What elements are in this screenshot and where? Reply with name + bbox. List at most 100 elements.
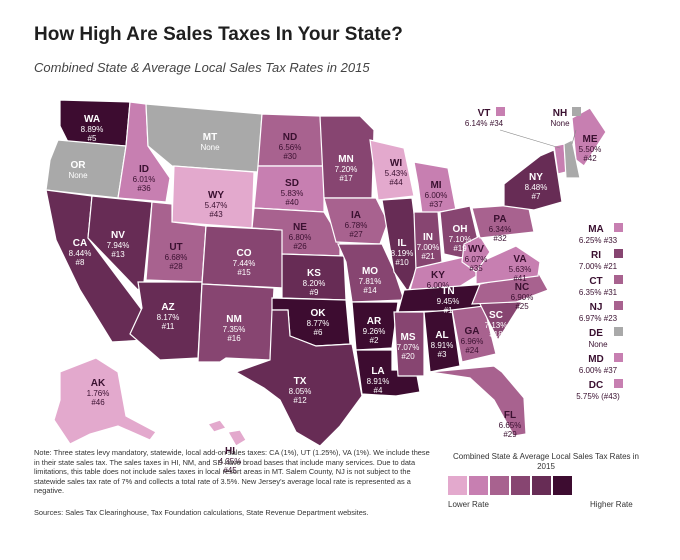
state-rate-pa: 6.34% (489, 225, 512, 234)
state-rate-ut: 6.68% (165, 253, 188, 262)
state-rate-al: 8.91% (431, 341, 454, 350)
state-abbr-me: ME (583, 134, 598, 145)
state-abbr-la: LA (371, 366, 384, 377)
state-abbr-co: CO (237, 248, 252, 259)
map-title: How High Are Sales Taxes In Your State? (34, 24, 403, 45)
callout-abbr-nh: NH (553, 108, 567, 119)
state-rank-ia: #27 (349, 230, 363, 239)
state-rate-az: 8.17% (157, 313, 180, 322)
state-abbr-wa: WA (84, 114, 100, 125)
state-rank-ms: #20 (401, 352, 415, 361)
state-ny (503, 149, 563, 211)
state-abbr-nd: ND (283, 132, 297, 143)
callout-rate-ri: 7.00% #21 (579, 262, 618, 271)
state-rank-mi: #37 (429, 200, 443, 209)
state-rate-nm: 7.35% (223, 325, 246, 334)
state-shapes (45, 99, 607, 447)
state-rank-hi: #45 (223, 466, 237, 475)
state-rank-nc: #25 (515, 302, 529, 311)
state-abbr-ks: KS (307, 268, 321, 279)
callout-abbr-md: MD (588, 354, 604, 365)
callout-leader-vt (499, 129, 561, 149)
state-rank-il: #10 (395, 258, 409, 267)
state-rate-nd: 6.56% (279, 143, 302, 152)
state-abbr-ny: NY (529, 172, 543, 183)
state-fl (429, 365, 527, 437)
state-rank-ga: #24 (465, 346, 479, 355)
state-rate-wy: 5.47% (205, 201, 228, 210)
legend-swatch-3 (490, 476, 509, 495)
state-abbr-ky: KY (431, 270, 445, 281)
state-rate-fl: 6.65% (499, 421, 522, 430)
state-rate-ak: 1.76% (87, 389, 110, 398)
state-ms (393, 311, 425, 377)
callout-swatch-dc (614, 379, 623, 388)
state-rate-or: None (68, 171, 88, 180)
callout-abbr-dc: DC (589, 380, 603, 391)
state-abbr-wy: WY (208, 190, 224, 201)
state-rank-wv: #35 (469, 264, 483, 273)
state-rate-ne: 6.80% (289, 233, 312, 242)
state-abbr-pa: PA (493, 214, 506, 225)
state-rate-wi: 5.43% (385, 169, 408, 178)
legend-high-label: Higher Rate (590, 500, 633, 509)
state-rate-ms: 7.07% (397, 343, 420, 352)
state-abbr-sc: SC (489, 310, 503, 321)
state-ga (451, 305, 497, 363)
callout-abbr-ri: RI (591, 250, 601, 261)
state-abbr-ga: GA (465, 326, 480, 337)
state-abbr-ca: CA (73, 238, 87, 249)
legend-swatch-1 (448, 476, 467, 495)
state-rate-me: 5.50% (579, 145, 602, 154)
callout-abbr-ma: MA (588, 224, 604, 235)
state-rate-ca: 8.44% (69, 249, 92, 258)
state-rate-il: 8.19% (391, 249, 414, 258)
state-rank-al: #3 (438, 350, 447, 359)
state-rank-ky: #37 (431, 290, 445, 299)
state-rank-sc: #18 (489, 330, 503, 339)
state-abbr-fl: FL (504, 410, 516, 421)
state-abbr-in: IN (423, 232, 433, 243)
state-va (475, 245, 541, 285)
map-subtitle: Combined State & Average Local Sales Tax… (34, 60, 370, 75)
state-abbr-ar: AR (367, 316, 382, 327)
state-abbr-ms: MS (401, 332, 416, 343)
callout-swatch-ri (614, 249, 623, 258)
state-rate-ky: 6.00% (427, 281, 450, 290)
state-rank-ok: #6 (314, 328, 323, 337)
state-rank-ut: #28 (169, 262, 183, 271)
state-rate-wa: 8.89% (81, 125, 104, 134)
state-abbr-nc: NC (515, 282, 529, 293)
state-rank-va: #41 (513, 274, 527, 283)
legend-swatch-5 (532, 476, 551, 495)
legend-low-label: Lower Rate (448, 500, 489, 509)
state-ak (53, 357, 157, 445)
state-rate-mt: None (200, 143, 220, 152)
state-mi (413, 161, 457, 215)
state-rank-ks: #9 (310, 288, 319, 297)
state-wi (369, 139, 415, 201)
callout-swatch-nh (572, 107, 581, 116)
state-rank-co: #15 (237, 268, 251, 277)
state-ar (351, 301, 399, 351)
callout-rate-md: 6.00% #37 (579, 366, 618, 375)
state-rate-mo: 7.81% (359, 277, 382, 286)
state-abbr-ut: UT (169, 242, 182, 253)
state-rate-sd: 5.83% (281, 189, 304, 198)
state-rank-ny: #7 (532, 192, 541, 201)
state-abbr-oh: OH (453, 224, 468, 235)
state-abbr-tn: TN (441, 286, 454, 297)
state-abbr-mn: MN (338, 154, 354, 165)
callout-swatch-nj (614, 301, 623, 310)
state-abbr-sd: SD (285, 178, 299, 189)
state-rate-tx: 8.05% (289, 387, 312, 396)
state-rank-tx: #12 (293, 396, 307, 405)
state-abbr-hi: HI (225, 446, 235, 457)
state-ia (323, 197, 389, 245)
state-abbr-mi: MI (430, 180, 441, 191)
state-abbr-mt: MT (203, 132, 217, 143)
state-abbr-il: IL (398, 238, 407, 249)
state-la (355, 349, 421, 397)
state-rate-sc: 7.13% (485, 321, 508, 330)
